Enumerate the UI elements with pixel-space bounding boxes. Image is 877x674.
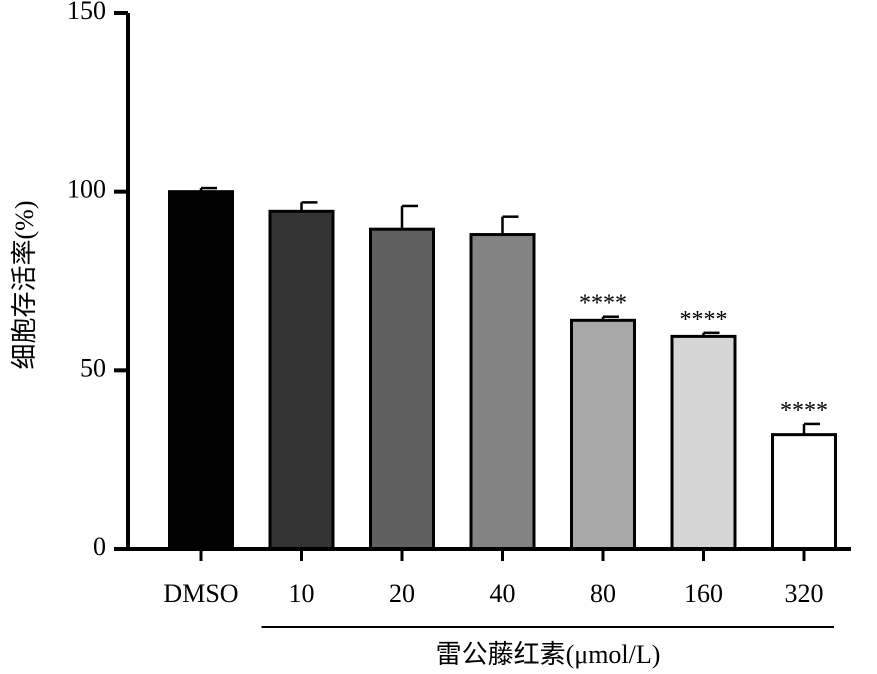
- x-tick-label-DMSO: DMSO: [163, 579, 238, 608]
- axes-layer: [114, 11, 851, 561]
- significance-label-320: ****: [780, 398, 828, 424]
- bar-20: [369, 227, 435, 551]
- x-tick-label-80: 80: [590, 579, 616, 608]
- x-tick-label-160: 160: [684, 579, 723, 608]
- bars-layer: [168, 186, 837, 551]
- y-tick-label-50: 50: [80, 353, 106, 382]
- x-tick-label-40: 40: [490, 579, 516, 608]
- x-axis-title: 雷公藤红素(μmol/L): [436, 640, 661, 669]
- bar-80: [570, 318, 636, 551]
- labels-layer: DMSO 10 20 40 **** 80 **** 160 **** 320 0 50 100 150: [67, 0, 828, 608]
- y-tick-label-150: 150: [67, 0, 106, 25]
- y-axis-title: 细胞存活率(%): [10, 201, 39, 370]
- x-tick-label-20: 20: [389, 579, 415, 608]
- bar-40: [469, 233, 536, 551]
- x-tick-label-320: 320: [785, 579, 824, 608]
- x-tick-label-10: 10: [289, 579, 315, 608]
- significance-label-80: ****: [579, 291, 627, 317]
- bar-320: [771, 433, 837, 551]
- bar-160: [670, 334, 737, 551]
- y-tick-label-100: 100: [67, 175, 106, 204]
- bar-DMSO: [168, 190, 234, 551]
- y-tick-label-0: 0: [93, 532, 106, 561]
- significance-label-160: ****: [680, 307, 728, 333]
- bar-10: [268, 209, 335, 551]
